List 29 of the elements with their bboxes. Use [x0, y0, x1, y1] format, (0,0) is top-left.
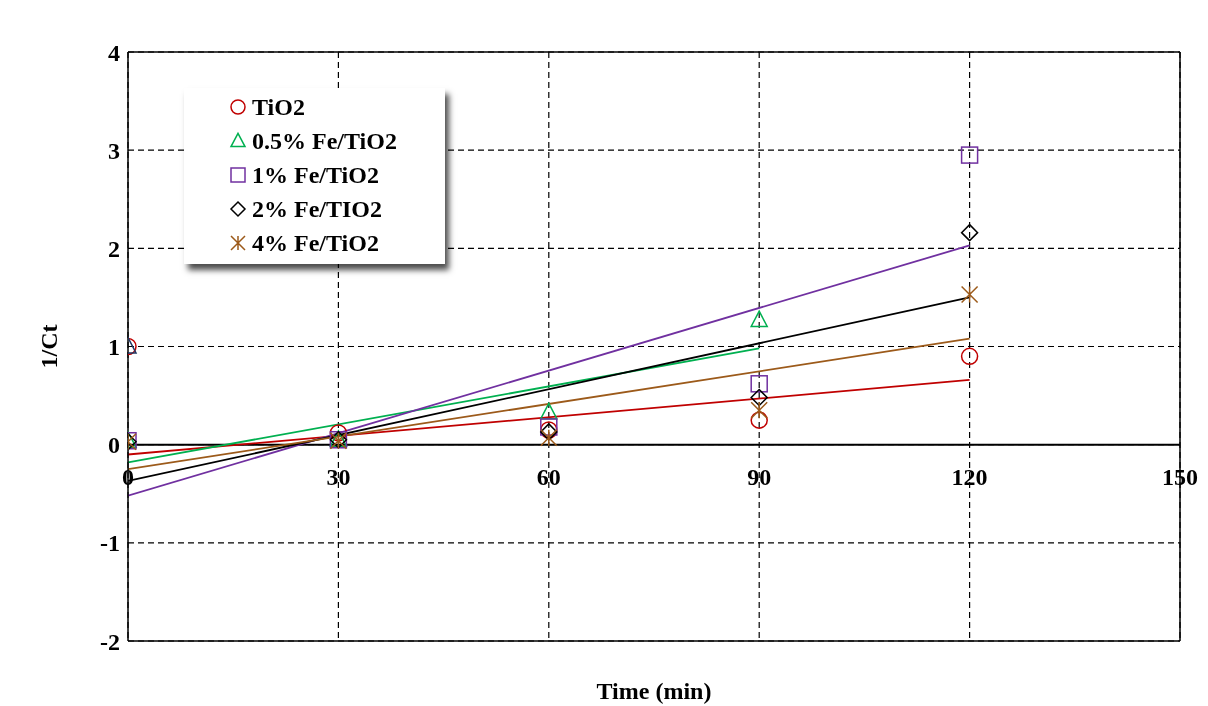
x-tick-label: 90	[747, 463, 772, 490]
point	[960, 223, 979, 242]
point	[329, 424, 348, 442]
legend-label: 0.5% Fe/TiO2	[252, 127, 397, 156]
y-tick-label: -2	[100, 628, 120, 655]
point	[960, 285, 979, 304]
y-tick-label: 3	[108, 137, 120, 164]
point	[750, 411, 768, 429]
point	[540, 429, 558, 447]
point	[750, 388, 768, 407]
point	[750, 401, 768, 420]
y-axis-title: 1/Ct	[35, 324, 62, 369]
x-tick-label: 120	[951, 463, 988, 490]
point	[750, 375, 768, 393]
y-tick-label: 1	[108, 334, 120, 361]
y-tick-label: 2	[108, 235, 120, 262]
x-tick-label: 30	[326, 463, 351, 490]
x-axis-title: Time (min)	[595, 677, 713, 706]
legend-label: 2% Fe/TIO2	[252, 195, 382, 224]
legend-label: TiO2	[252, 93, 305, 122]
y-tick-label: 0	[108, 432, 120, 459]
point	[960, 146, 979, 164]
point	[960, 347, 979, 366]
y-tick-label: -1	[100, 530, 120, 557]
point	[750, 310, 768, 328]
legend-label: 1% Fe/TiO2	[252, 161, 379, 190]
y-tick-label: 4	[108, 39, 120, 66]
legend-label: 4% Fe/TiO2	[252, 229, 379, 258]
x-tick-label: 60	[536, 463, 561, 490]
